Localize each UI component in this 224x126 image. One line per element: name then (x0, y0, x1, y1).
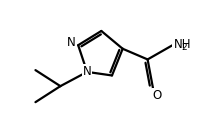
Text: O: O (153, 89, 162, 102)
Text: 2: 2 (182, 43, 187, 52)
Text: N: N (83, 65, 91, 78)
Text: N: N (67, 36, 75, 49)
Text: NH: NH (173, 38, 191, 51)
